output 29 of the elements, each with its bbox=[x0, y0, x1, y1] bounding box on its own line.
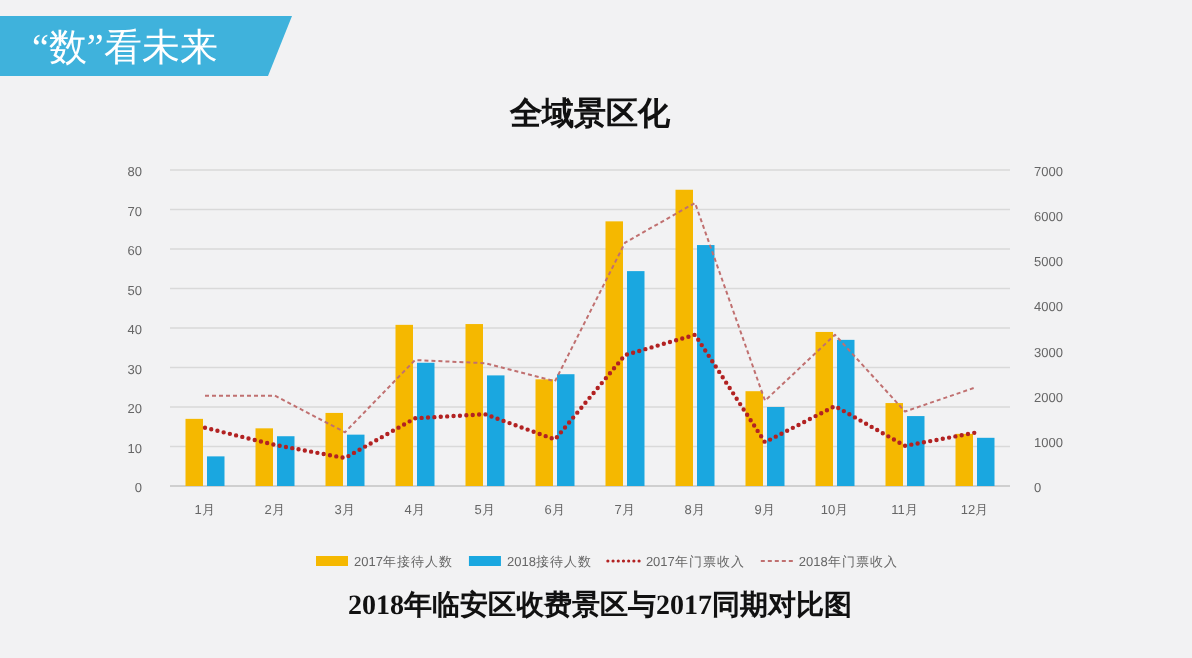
bar bbox=[347, 434, 365, 486]
bar bbox=[395, 324, 413, 486]
bar bbox=[277, 436, 295, 486]
bar bbox=[465, 324, 483, 486]
chart-title: 全域景区化 bbox=[508, 96, 672, 132]
bar bbox=[885, 403, 903, 486]
bar bbox=[627, 271, 645, 486]
bar bbox=[557, 374, 575, 486]
bar bbox=[535, 379, 553, 486]
text: “数”看未来 bbox=[32, 28, 218, 70]
bar bbox=[955, 433, 973, 486]
bar bbox=[767, 407, 785, 486]
bar bbox=[815, 331, 833, 486]
bar bbox=[185, 418, 203, 486]
bar bbox=[255, 428, 273, 486]
bar bbox=[325, 412, 343, 486]
bar bbox=[907, 416, 925, 486]
bar bbox=[487, 375, 505, 486]
bar bbox=[605, 221, 623, 486]
line-series bbox=[204, 201, 976, 434]
bar bbox=[745, 391, 763, 486]
bar bbox=[675, 189, 693, 486]
bar bbox=[977, 437, 995, 486]
bar bbox=[207, 456, 225, 486]
bar bbox=[697, 245, 715, 486]
bar bbox=[417, 362, 435, 486]
line-series bbox=[202, 332, 978, 461]
text: 2018年临安区收费景区与2017同期对比图 bbox=[348, 588, 852, 622]
bar bbox=[837, 339, 855, 486]
